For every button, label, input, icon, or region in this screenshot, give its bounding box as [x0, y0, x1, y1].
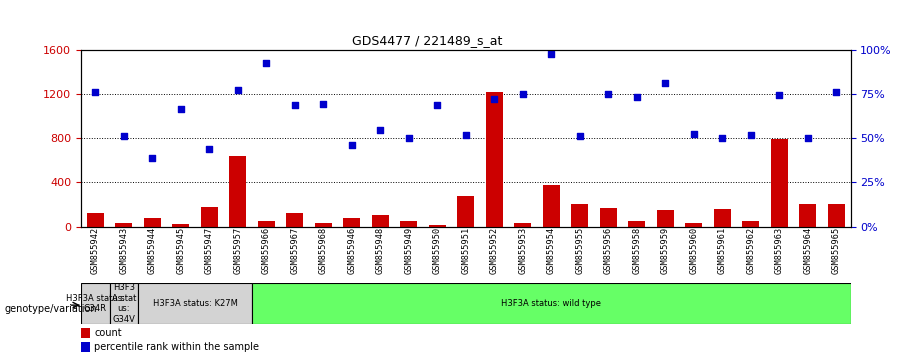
Text: GSM855958: GSM855958 — [632, 227, 641, 274]
Point — [715, 135, 729, 141]
Point — [230, 88, 245, 93]
Bar — [110, 283, 138, 324]
Bar — [486, 92, 503, 227]
Text: genotype/variation: genotype/variation — [4, 304, 97, 314]
Bar — [400, 221, 418, 227]
Text: GSM855967: GSM855967 — [290, 227, 299, 274]
Point — [544, 51, 558, 57]
Bar — [685, 223, 702, 227]
Text: H3F3A status: K27M: H3F3A status: K27M — [153, 299, 238, 308]
Text: GSM855963: GSM855963 — [775, 227, 784, 274]
Point — [373, 127, 387, 133]
Bar — [428, 225, 446, 227]
Text: GSM855953: GSM855953 — [518, 227, 527, 274]
Text: GSM855942: GSM855942 — [91, 227, 100, 274]
Text: GSM855966: GSM855966 — [262, 227, 271, 274]
Bar — [572, 205, 589, 227]
Bar — [286, 213, 303, 227]
Bar — [172, 224, 189, 227]
Point — [458, 132, 473, 138]
Text: GSM855943: GSM855943 — [119, 227, 128, 274]
Text: count: count — [94, 328, 122, 338]
Text: GSM855959: GSM855959 — [661, 227, 670, 274]
Text: GSM855956: GSM855956 — [604, 227, 613, 274]
Text: GSM855950: GSM855950 — [433, 227, 442, 274]
Point — [288, 102, 302, 108]
Text: GSM855945: GSM855945 — [176, 227, 185, 274]
Bar — [252, 283, 850, 324]
Point — [516, 91, 530, 97]
Text: GSM855955: GSM855955 — [575, 227, 584, 274]
Point — [259, 60, 274, 66]
Title: GDS4477 / 221489_s_at: GDS4477 / 221489_s_at — [352, 34, 502, 47]
Text: GSM855946: GSM855946 — [347, 227, 356, 274]
Bar — [372, 216, 389, 227]
Point — [772, 92, 787, 98]
Point — [601, 91, 616, 97]
Bar — [138, 283, 252, 324]
Bar — [514, 223, 531, 227]
Bar — [257, 221, 274, 227]
Point — [487, 97, 501, 102]
Point — [345, 142, 359, 148]
Text: H3F3A status: wild type: H3F3A status: wild type — [501, 299, 601, 308]
Text: GSM855952: GSM855952 — [490, 227, 499, 274]
Bar — [828, 205, 845, 227]
Text: H3F3
A stat
us:
G34V: H3F3 A stat us: G34V — [112, 284, 136, 324]
Text: H3F3A status:
G34R: H3F3A status: G34R — [66, 294, 125, 313]
Point — [801, 135, 815, 141]
Point — [202, 146, 217, 152]
Text: GSM855954: GSM855954 — [547, 227, 556, 274]
Bar — [628, 221, 645, 227]
Point — [145, 155, 159, 161]
Bar — [201, 207, 218, 227]
Text: GSM855957: GSM855957 — [233, 227, 242, 274]
Point — [430, 102, 445, 108]
Bar — [81, 342, 90, 352]
Text: GSM855960: GSM855960 — [689, 227, 698, 274]
Bar — [81, 283, 110, 324]
Point — [687, 131, 701, 136]
Bar — [81, 328, 90, 338]
Text: GSM855951: GSM855951 — [461, 227, 470, 274]
Bar — [799, 205, 816, 227]
Text: GSM855949: GSM855949 — [404, 227, 413, 274]
Point — [88, 89, 103, 95]
Text: GSM855948: GSM855948 — [376, 227, 385, 274]
Bar — [742, 221, 760, 227]
Point — [829, 89, 843, 95]
Bar — [770, 139, 788, 227]
Point — [117, 133, 131, 139]
Text: GSM855961: GSM855961 — [718, 227, 727, 274]
Bar — [657, 210, 674, 227]
Bar — [714, 209, 731, 227]
Bar — [230, 156, 247, 227]
Point — [572, 133, 587, 139]
Text: GSM855944: GSM855944 — [148, 227, 157, 274]
Bar — [543, 184, 560, 227]
Bar — [457, 195, 474, 227]
Text: GSM855962: GSM855962 — [746, 227, 755, 274]
Bar — [599, 208, 616, 227]
Text: GSM855964: GSM855964 — [803, 227, 812, 274]
Bar — [144, 218, 161, 227]
Point — [658, 80, 672, 86]
Bar — [315, 223, 332, 227]
Point — [743, 132, 758, 138]
Bar — [115, 223, 132, 227]
Text: GSM855968: GSM855968 — [319, 227, 328, 274]
Point — [316, 101, 330, 107]
Text: percentile rank within the sample: percentile rank within the sample — [94, 342, 259, 352]
Bar — [86, 213, 104, 227]
Bar — [343, 218, 360, 227]
Text: GSM855947: GSM855947 — [205, 227, 214, 274]
Text: GSM855965: GSM855965 — [832, 227, 841, 274]
Point — [630, 94, 644, 100]
Point — [174, 107, 188, 112]
Point — [401, 135, 416, 141]
